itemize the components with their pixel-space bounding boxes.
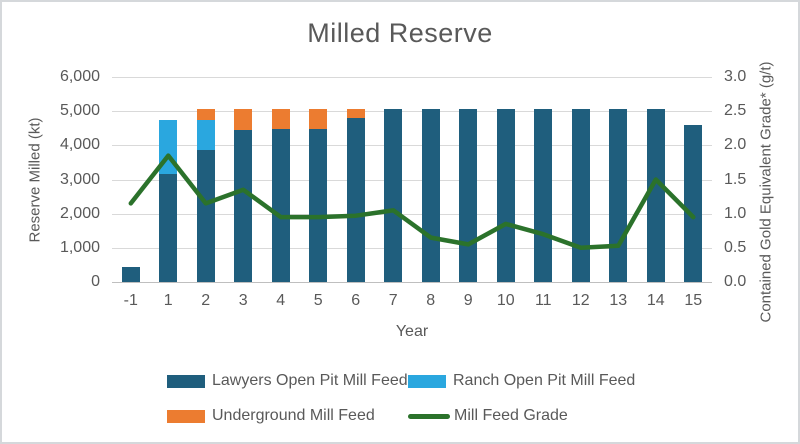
x-axis-tick-label: -1 [123,292,138,309]
ranch-open-pit-swatch-icon [408,374,446,388]
bar-segment [646,108,665,282]
left-axis-tick-label: 0 [91,273,100,290]
gridline [112,145,712,147]
bar-segment [459,108,478,282]
x-axis-tick-label: 8 [426,292,436,309]
left-axis-tick-label: 4,000 [59,136,100,154]
lawyers-open-pit-swatch-icon [167,374,205,388]
bar-segment [271,129,290,282]
gridline [112,282,712,283]
left-axis-tick-label: 2,000 [59,204,100,222]
bar-segment [234,129,253,282]
mill-feed-grade-line-icon [408,413,450,419]
left-axis-tick-label: 1,000 [59,238,100,256]
legend-item-underground: Underground Mill Feed [167,407,408,424]
right-axis-tick-label: 2.0 [724,136,747,154]
right-axis-tick-label: 1.0 [724,204,747,222]
x-axis-tick-label: 1 [163,292,173,309]
legend-label-underground: Underground Mill Feed [212,407,375,424]
left-axis-tick-label: 3,000 [59,170,100,188]
x-axis-tick-label: 5 [313,292,323,309]
bar-segment [121,266,140,282]
bar-segment [234,108,253,130]
grade-line-layer [128,153,696,251]
bar-segment [196,108,215,120]
bar-segment [346,118,365,282]
x-axis-tick-label: 15 [684,292,703,309]
gridline [112,179,712,181]
left-axis-tick-label: 5,000 [59,102,100,120]
legend: Lawyers Open Pit Mill Feed Ranch Open Pi… [167,372,636,424]
bar-segment [271,108,290,130]
legend-item-ranch-open-pit: Ranch Open Pit Mill Feed [408,372,636,389]
gridline [112,111,712,113]
underground-swatch-icon [167,409,205,423]
x-axis-title: Year [395,323,429,340]
x-axis-tick-label: 4 [276,292,286,309]
bar-segment [384,108,403,282]
bar-segment [159,174,178,282]
legend-label-mill-feed-grade: Mill Feed Grade [454,407,568,424]
x-axis-tick-label: 10 [496,292,515,309]
gridline [112,213,712,215]
right-axis-tick-label: 3.0 [724,68,747,85]
right-axis-tick-label: 0.5 [724,238,747,256]
right-axis-tick-label: 0.0 [724,273,747,290]
x-axis-tick-label: 3 [238,292,248,309]
bar-segment [571,108,590,282]
x-axis-tick-label: 14 [646,292,665,309]
gridline [112,77,712,78]
bar-segment [346,108,365,118]
legend-label-lawyers-open-pit: Lawyers Open Pit Mill Feed [212,372,408,389]
bar-segment [196,149,215,282]
bar-segment [496,108,515,282]
gridline [112,247,712,249]
plot-area [112,77,712,283]
legend-item-lawyers-open-pit: Lawyers Open Pit Mill Feed [167,372,408,389]
x-axis-tick-label: 13 [609,292,628,309]
x-axis-tick-label: 9 [463,292,473,309]
chart-title: Milled Reserve [307,18,493,48]
x-axis-tick-label: 2 [201,292,211,309]
x-axis-tick-label: 11 [534,292,552,309]
bar-segment [196,119,215,150]
legend-item-mill-feed-grade: Mill Feed Grade [408,407,635,424]
right-axis-tick-label: 1.5 [724,170,747,188]
x-axis-tick-label: 12 [571,292,590,309]
x-axis-tick-label: 7 [388,292,398,309]
bar-segment [309,108,328,130]
bar-segment [684,124,703,282]
x-axis-tick-label: 6 [351,292,361,309]
bar-segment [309,129,328,282]
left-axis-tick-label: 6,000 [59,68,100,85]
right-axis-tick-label: 2.5 [724,102,747,120]
legend-label-ranch-open-pit: Ranch Open Pit Mill Feed [453,372,636,389]
mill-feed-grade-line [128,153,696,251]
bar-segment [534,108,553,282]
